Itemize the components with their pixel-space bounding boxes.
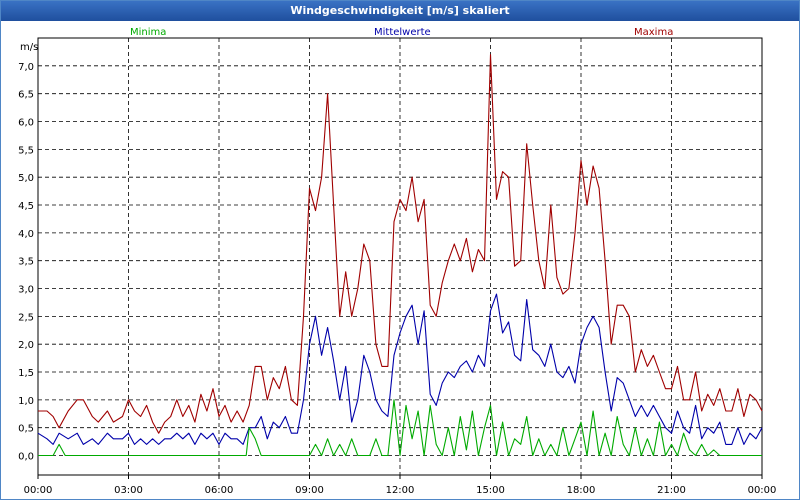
series-line-min	[38, 399, 762, 457]
x-tick-time: 00:00	[748, 485, 777, 496]
y-tick-label: 3,0	[18, 285, 34, 296]
x-tick-time: 21:00	[657, 485, 686, 496]
x-tick-time: 00:00	[24, 485, 53, 496]
x-tick-time: 09:00	[295, 485, 324, 496]
x-tick-time: 06:00	[205, 485, 234, 496]
y-tick-label: 1,5	[18, 368, 34, 379]
y-tick-label: 6,0	[18, 118, 34, 129]
y-tick-label: 3,5	[18, 257, 34, 268]
x-tick-time: 12:00	[386, 485, 415, 496]
y-tick-label: 2,5	[18, 312, 34, 323]
legend-maxima: Maxima	[634, 27, 673, 38]
series	[37, 54, 763, 457]
y-axis-unit: m/s	[20, 42, 38, 53]
x-tick-time: 15:00	[476, 485, 505, 496]
y-tick-label: 1,0	[18, 396, 34, 407]
y-axis-ticks: 0,0 0,5 1,0 1,5 2,0 2,5 3,0 3,5 4,0 4,5 5,0 5,5 6,0 6…	[18, 62, 34, 463]
series-line-max	[38, 54, 763, 434]
legend-minima: Minima	[130, 27, 166, 38]
x-axis-ticks: 00:0009.02.1203:0009.02.1206:0009.02.120…	[24, 475, 777, 496]
y-tick-label: 0,5	[18, 424, 34, 435]
y-tick-label: 5,0	[18, 173, 34, 184]
legend-mittelwerte: Mittelwerte	[374, 27, 431, 38]
y-tick-label: 4,5	[18, 201, 34, 212]
x-tick-time: 18:00	[567, 485, 596, 496]
series-line-mean	[37, 293, 763, 445]
wind-speed-chart: 0,0 0,5 1,0 1,5 2,0 2,5 3,0 3,5 4,0 4,5 5,0 5,5 6,0 6…	[18, 27, 777, 496]
y-tick-label: 4,0	[18, 229, 34, 240]
y-tick-label: 6,5	[18, 90, 34, 101]
y-tick-label: 5,5	[18, 145, 34, 156]
y-tick-label: 0,0	[18, 452, 34, 463]
x-tick-time: 03:00	[114, 485, 143, 496]
y-tick-label: 2,0	[18, 340, 34, 351]
window-title: Windgeschwindigkeit [m/s] skaliert	[1, 1, 799, 21]
y-tick-label: 7,0	[18, 62, 34, 73]
